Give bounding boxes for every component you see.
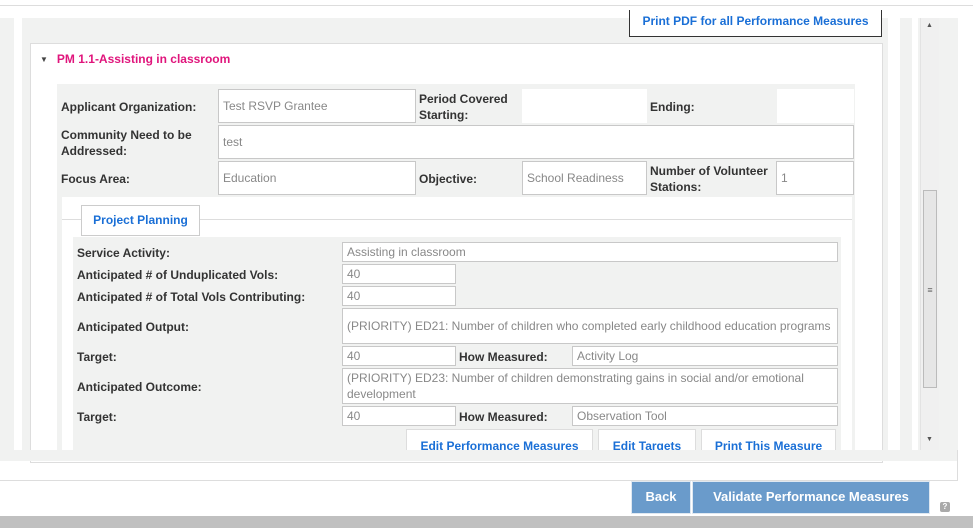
print-all-label: Print PDF for all Performance Measures: [642, 14, 869, 28]
outcome-label: Anticipated Outcome:: [77, 380, 202, 394]
how2-field[interactable]: Observation Tool: [572, 406, 838, 426]
how1-label: How Measured:: [459, 350, 548, 364]
section-toggle[interactable]: ▼ PM 1.1-Assisting in classroom: [40, 52, 230, 66]
total-vols-label: Anticipated # of Total Vols Contributing…: [77, 290, 306, 304]
edit-performance-measures-button[interactable]: Edit Performance Measures: [406, 429, 593, 453]
unduplicated-field[interactable]: 40: [342, 264, 456, 284]
output-field[interactable]: (PRIORITY) ED21: Number of children who …: [342, 308, 838, 344]
stations-field[interactable]: 1: [776, 161, 854, 195]
back-button[interactable]: Back: [631, 481, 691, 514]
scroll-up-icon[interactable]: ▲: [926, 22, 933, 29]
stations-label: Number of Volunteer Stations:: [650, 164, 768, 194]
validate-button[interactable]: Validate Performance Measures: [692, 481, 930, 514]
target2-label: Target:: [77, 410, 117, 424]
section-title: PM 1.1-Assisting in classroom: [56, 52, 231, 66]
period-field[interactable]: [522, 89, 647, 123]
unduplicated-label: Anticipated # of Unduplicated Vols:: [77, 268, 279, 282]
output-label: Anticipated Output:: [77, 320, 189, 334]
focus-label: Focus Area:: [61, 172, 130, 186]
need-label: Community Need to be Addressed:: [61, 128, 192, 158]
ending-field[interactable]: [777, 89, 854, 123]
objective-field[interactable]: School Readiness: [522, 161, 647, 195]
top-divider: [0, 5, 973, 6]
service-activity-field[interactable]: Assisting in classroom: [342, 242, 838, 262]
target2-field[interactable]: 40: [342, 406, 456, 426]
focus-field[interactable]: Education: [218, 161, 416, 195]
right-strip-2: [912, 18, 918, 450]
print-this-measure-button[interactable]: Print This Measure: [701, 429, 836, 453]
fieldset-line: [62, 219, 852, 220]
scroll-down-icon[interactable]: ▼: [926, 436, 933, 443]
scroll-thumb[interactable]: ≡: [923, 190, 937, 388]
ending-label: Ending:: [650, 100, 695, 114]
caret-down-icon: ▼: [40, 54, 48, 64]
service-activity-label: Service Activity:: [77, 246, 170, 260]
tab-label: Project Planning: [93, 213, 188, 227]
outcome-field[interactable]: (PRIORITY) ED23: Number of children demo…: [342, 368, 838, 404]
target1-label: Target:: [77, 350, 117, 364]
applicant-org-label: Applicant Organization:: [61, 100, 197, 114]
left-strip: [14, 18, 22, 450]
tab-project-planning[interactable]: Project Planning: [81, 205, 200, 236]
help-icon[interactable]: ?: [940, 502, 950, 512]
how2-label: How Measured:: [459, 410, 548, 424]
print-all-button[interactable]: Print PDF for all Performance Measures: [629, 10, 882, 37]
scrollbar[interactable]: ▲ ≡ ▼: [920, 18, 939, 450]
right-strip: [888, 18, 900, 450]
how1-field[interactable]: Activity Log: [572, 346, 838, 366]
need-field[interactable]: test: [218, 125, 854, 159]
panel-bottom: [0, 450, 958, 461]
bottom-bar: [0, 516, 973, 528]
target1-field[interactable]: 40: [342, 346, 456, 366]
period-label: Period Covered Starting:: [419, 92, 508, 122]
objective-label: Objective:: [419, 172, 478, 186]
total-vols-field[interactable]: 40: [342, 286, 456, 306]
applicant-org-field[interactable]: Test RSVP Grantee: [218, 89, 416, 123]
footer-divider: [0, 480, 958, 481]
footer-right-border: [957, 450, 958, 481]
edit-targets-button[interactable]: Edit Targets: [598, 429, 696, 453]
